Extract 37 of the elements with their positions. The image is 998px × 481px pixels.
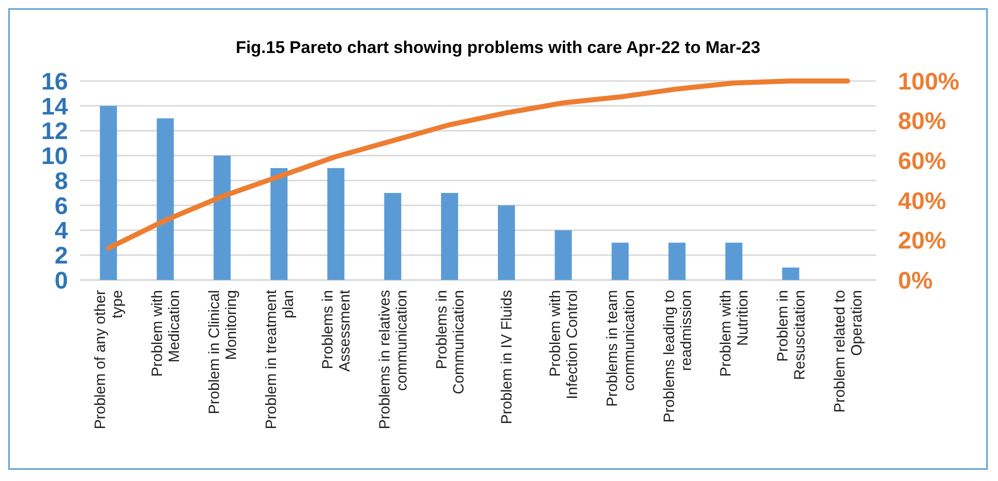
y2-tick-label: 20% xyxy=(898,228,946,255)
bar xyxy=(327,168,344,280)
bar xyxy=(782,268,800,280)
bar xyxy=(612,242,629,280)
y-tick-label: 10 xyxy=(41,143,68,170)
bar xyxy=(668,242,686,280)
y-tick-label: 14 xyxy=(41,93,69,120)
x-tick-label: Problem in IV Fluids xyxy=(498,290,516,424)
bar xyxy=(441,192,458,280)
y2-tick-label: 80% xyxy=(898,108,946,136)
y-tick-label: 12 xyxy=(41,118,68,146)
y2-tick-label: 40% xyxy=(898,188,946,215)
x-tick-label: Problems in team communication xyxy=(604,290,638,407)
y-tick-label: 4 xyxy=(54,218,69,245)
bar xyxy=(100,106,117,280)
x-tick-label: Problem in treatment plan xyxy=(262,289,297,430)
bar xyxy=(214,156,231,280)
x-tick-label: Problem in Clinical Monitoring xyxy=(206,290,240,414)
chart-title: Fig.15 Pareto chart showing problems with care Apr-22 to Mar-23 xyxy=(236,38,760,57)
bar xyxy=(156,118,174,280)
y2-tick-label: 60% xyxy=(898,148,946,175)
x-tick-label: Problem of any other type xyxy=(92,290,126,430)
bar xyxy=(725,242,742,280)
bar xyxy=(498,205,515,280)
y-tick-label: 6 xyxy=(54,192,68,220)
y2-tick-label: 100% xyxy=(898,68,960,96)
bar xyxy=(270,168,288,280)
y-tick-label: 2 xyxy=(54,242,68,270)
x-tick-label: Problem related to Operation xyxy=(831,290,866,413)
x-tick-label: Problem in Resuscitation xyxy=(774,290,808,380)
x-tick-label: Problem with Infection Control xyxy=(547,290,582,400)
y-tick-label: 8 xyxy=(54,168,68,195)
y-tick-label: 0 xyxy=(54,267,68,294)
bar xyxy=(554,230,572,280)
y2-tick-label: 0% xyxy=(898,267,933,294)
bar xyxy=(384,192,402,280)
y-tick-label: 16 xyxy=(41,68,68,96)
